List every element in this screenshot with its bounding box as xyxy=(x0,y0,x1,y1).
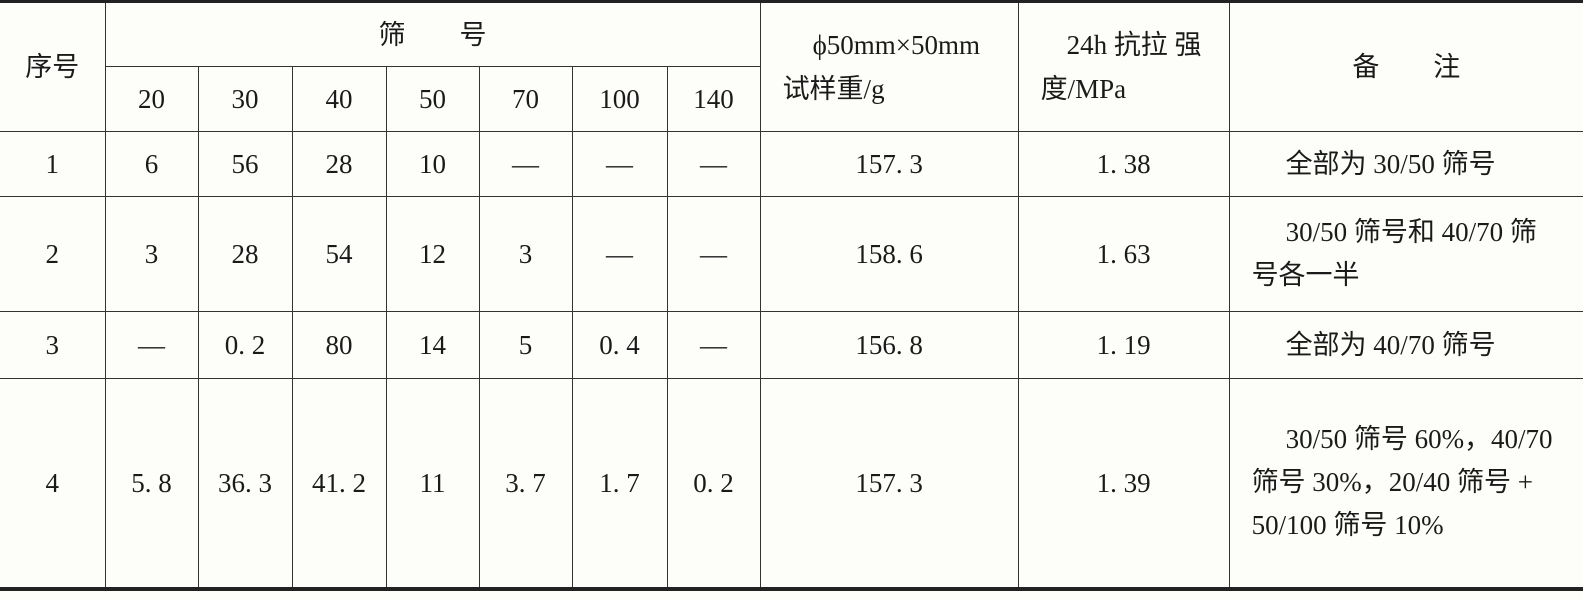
sieve-header: 140 xyxy=(666,66,761,132)
header-sieve-group: 筛 号 xyxy=(104,1,761,67)
cell: — xyxy=(571,131,668,197)
cell: — xyxy=(571,196,668,312)
cell: 5 xyxy=(478,311,573,379)
weight-cell: 157. 3 xyxy=(759,131,1019,197)
header-index: 序号 xyxy=(0,1,106,132)
table-row: 4 5. 8 36. 3 41. 2 11 3. 7 1. 7 0. 2 157… xyxy=(0,378,1583,589)
cell: 54 xyxy=(291,196,387,312)
cell: 12 xyxy=(385,196,480,312)
cell: 6 xyxy=(104,131,199,197)
cell: 3. 7 xyxy=(478,378,573,589)
cell: 80 xyxy=(291,311,387,379)
cell: 41. 2 xyxy=(291,378,387,589)
weight-cell: 157. 3 xyxy=(759,378,1019,589)
cell: 3 xyxy=(478,196,573,312)
remarks-cell: 全部为 30/50 筛号 xyxy=(1228,131,1583,197)
cell: 0. 4 xyxy=(571,311,668,379)
cell: 0. 2 xyxy=(197,311,293,379)
cell: 3 xyxy=(104,196,199,312)
header-sample-weight: ϕ50mm×50mm 试样重/g xyxy=(759,1,1019,132)
sieve-header: 40 xyxy=(291,66,387,132)
header-row: 序号 筛 号 ϕ50mm×50mm 试样重/g 24h 抗拉 强度/MPa 备 … xyxy=(0,1,1583,132)
row-index: 2 xyxy=(0,196,106,312)
cell: 36. 3 xyxy=(197,378,293,589)
strength-cell: 1. 19 xyxy=(1017,311,1230,379)
remarks-cell: 全部为 40/70 筛号 xyxy=(1228,311,1583,379)
cell: — xyxy=(666,131,761,197)
weight-cell: 158. 6 xyxy=(759,196,1019,312)
cell: — xyxy=(104,311,199,379)
cell: — xyxy=(666,196,761,312)
weight-cell: 156. 8 xyxy=(759,311,1019,379)
strength-cell: 1. 38 xyxy=(1017,131,1230,197)
row-index: 4 xyxy=(0,378,106,589)
sieve-header: 70 xyxy=(478,66,573,132)
cell: 14 xyxy=(385,311,480,379)
header-sieve-row: 20 30 40 50 70 100 140 xyxy=(0,66,1583,132)
strength-cell: 1. 39 xyxy=(1017,378,1230,589)
table-row: 2 3 28 54 12 3 — — 158. 6 1. 63 30/50 筛号… xyxy=(0,196,1583,312)
cell: — xyxy=(478,131,573,197)
sieve-header: 50 xyxy=(385,66,480,132)
cell: 28 xyxy=(197,196,293,312)
header-remarks: 备 注 xyxy=(1228,1,1583,132)
row-index: 1 xyxy=(0,131,106,197)
cell: 11 xyxy=(385,378,480,589)
cell: 10 xyxy=(385,131,480,197)
cell: 1. 7 xyxy=(571,378,668,589)
row-index: 3 xyxy=(0,311,106,379)
remarks-cell: 30/50 筛号 60%，40/70 筛号 30%，20/40 筛号 + 50/… xyxy=(1228,378,1583,589)
cell: 28 xyxy=(291,131,387,197)
strength-cell: 1. 63 xyxy=(1017,196,1230,312)
cell: 56 xyxy=(197,131,293,197)
sieve-header: 100 xyxy=(571,66,668,132)
table-row: 3 — 0. 2 80 14 5 0. 4 — 156. 8 1. 19 全部为… xyxy=(0,311,1583,379)
cell: — xyxy=(666,311,761,379)
cell: 5. 8 xyxy=(104,378,199,589)
sieve-header: 20 xyxy=(105,66,199,132)
cell: 0. 2 xyxy=(666,378,761,589)
remarks-cell: 30/50 筛号和 40/70 筛号各一半 xyxy=(1228,196,1583,312)
sieve-header: 30 xyxy=(197,66,293,132)
table-row: 1 6 56 28 10 — — — 157. 3 1. 38 全部为 30/5… xyxy=(0,131,1583,197)
header-strength: 24h 抗拉 强度/MPa xyxy=(1017,1,1230,132)
